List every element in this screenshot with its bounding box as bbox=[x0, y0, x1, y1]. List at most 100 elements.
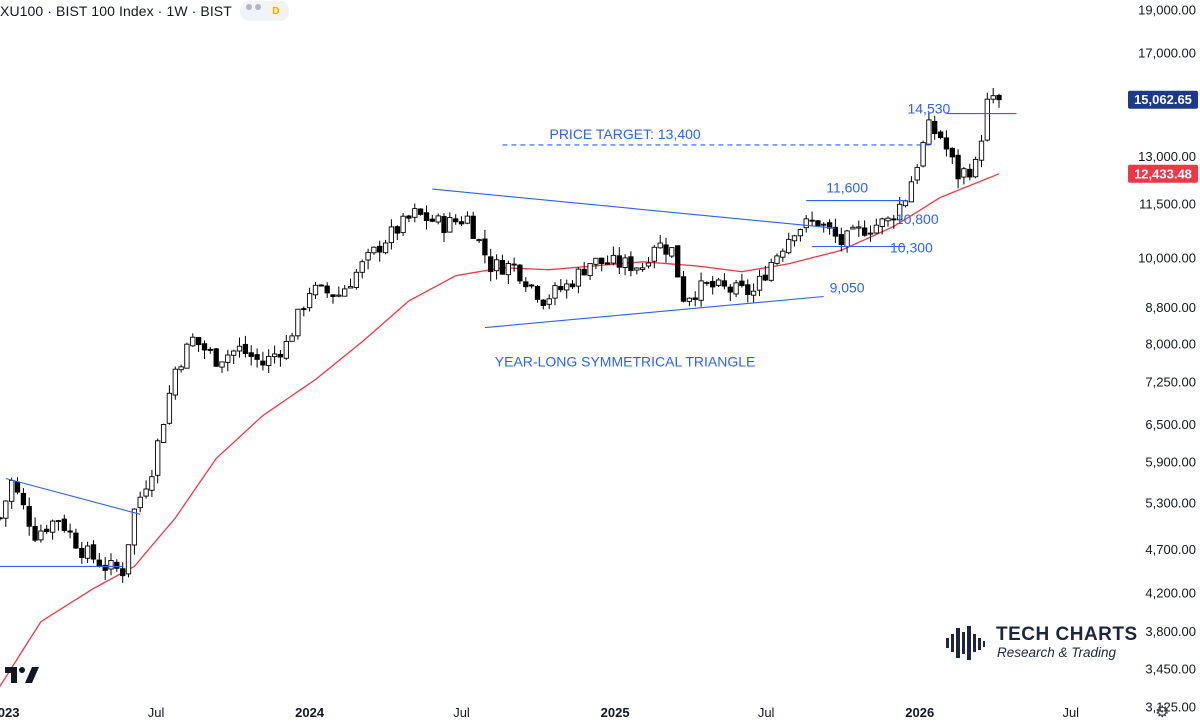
candle-body bbox=[762, 274, 768, 281]
tradingview-logo-icon[interactable] bbox=[5, 665, 39, 685]
y-tick-label: 19,000.00 bbox=[1138, 3, 1196, 18]
candle-body bbox=[488, 256, 494, 273]
candle-body bbox=[984, 98, 990, 141]
candle-body bbox=[704, 281, 710, 284]
candle-body bbox=[710, 280, 716, 288]
candle-body bbox=[727, 286, 733, 293]
candle-body bbox=[686, 297, 693, 302]
candle-body bbox=[195, 337, 202, 346]
candle-body bbox=[49, 520, 56, 533]
candle-body bbox=[780, 250, 786, 258]
symbol-title[interactable]: XU100 · BIST 100 Index · 1W · BIST bbox=[0, 3, 232, 19]
candle-body bbox=[219, 361, 225, 368]
ma-line bbox=[0, 173, 1000, 687]
chart-annotation: 9,050 bbox=[830, 280, 865, 296]
candle-body bbox=[523, 281, 529, 288]
candle-body bbox=[774, 255, 780, 264]
candle-body bbox=[593, 257, 599, 265]
candle-body bbox=[540, 299, 546, 306]
candle-body bbox=[231, 350, 237, 356]
candle-body bbox=[651, 246, 657, 262]
candle-body bbox=[797, 229, 804, 237]
candle-body bbox=[844, 230, 850, 247]
candle-body bbox=[569, 283, 576, 288]
candle-body bbox=[897, 203, 903, 221]
candle-body bbox=[867, 232, 874, 235]
settings-gear-icon[interactable]: ⚙ bbox=[1155, 704, 1170, 721]
candle-body bbox=[55, 520, 62, 523]
candle-body bbox=[564, 283, 570, 291]
candle-body bbox=[312, 284, 319, 296]
candle-body bbox=[225, 354, 231, 363]
candle-body bbox=[178, 366, 184, 371]
candle-body bbox=[937, 131, 944, 139]
candle-body bbox=[745, 284, 751, 295]
candle-body bbox=[143, 488, 149, 497]
candle-body bbox=[330, 294, 336, 297]
candle-body bbox=[324, 285, 330, 294]
status-dots[interactable]: D bbox=[239, 1, 289, 21]
candle-body bbox=[289, 335, 295, 342]
candle-body bbox=[108, 560, 114, 570]
candle-body bbox=[458, 221, 465, 225]
candle-body bbox=[634, 267, 640, 271]
y-tick-label: 4,700.00 bbox=[1145, 542, 1196, 557]
candle-body bbox=[470, 215, 476, 239]
candle-body bbox=[861, 227, 868, 236]
trendline bbox=[432, 188, 836, 229]
candle-body bbox=[102, 564, 108, 571]
x-tick-label: Jul bbox=[453, 705, 470, 720]
candle-body bbox=[692, 297, 698, 300]
candle-body bbox=[61, 518, 67, 531]
y-tick-label: 3,125.00 bbox=[1145, 700, 1196, 715]
candle-body bbox=[826, 222, 833, 229]
candle-body bbox=[879, 218, 885, 227]
candle-body bbox=[149, 476, 155, 491]
candle-body bbox=[236, 345, 243, 352]
candle-body bbox=[803, 218, 809, 229]
y-axis[interactable]: 19,000.00 17,000.00 13,000.00 11,500.00 10,0… bbox=[1138, 3, 1196, 715]
tech-charts-logo-icon bbox=[946, 626, 985, 660]
brand-name: TECH CHARTS bbox=[996, 624, 1138, 645]
candle-body bbox=[96, 559, 102, 567]
candle-body bbox=[120, 568, 126, 577]
brand-tagline: Research & Trading bbox=[997, 645, 1117, 660]
candle-body bbox=[26, 506, 32, 527]
y-tick-label: 6,500.00 bbox=[1145, 417, 1196, 432]
candle-body bbox=[768, 261, 774, 281]
candle-body bbox=[856, 226, 862, 229]
last-price-label-bg bbox=[1128, 90, 1198, 109]
status-dot bbox=[254, 4, 261, 10]
candle-body bbox=[914, 166, 920, 181]
brand-watermark: TECH CHARTS Research & Trading bbox=[944, 624, 1138, 662]
delayed-badge[interactable]: D bbox=[268, 4, 283, 18]
candle-body bbox=[242, 343, 249, 354]
candle-body bbox=[382, 242, 389, 254]
candle-body bbox=[476, 239, 482, 242]
candle-body bbox=[721, 280, 728, 287]
y-tick-label: 5,900.00 bbox=[1145, 454, 1196, 469]
candle-body bbox=[0, 517, 3, 520]
y-tick-label: 8,000.00 bbox=[1145, 337, 1196, 352]
candle-body bbox=[908, 181, 915, 203]
candle-body bbox=[756, 275, 763, 291]
candle-body bbox=[207, 348, 213, 351]
moving-average bbox=[0, 173, 1000, 687]
candle-body bbox=[552, 285, 558, 299]
candle-body bbox=[546, 298, 552, 305]
candle-body bbox=[920, 142, 926, 167]
candle-body bbox=[949, 147, 955, 158]
candle-body bbox=[575, 268, 582, 287]
candle-body bbox=[342, 288, 348, 297]
candle-body bbox=[657, 242, 663, 249]
trendlines bbox=[0, 113, 1017, 567]
candle-body bbox=[663, 244, 669, 255]
y-tick-label: 10,000.00 bbox=[1138, 250, 1196, 265]
candle-body bbox=[996, 94, 1002, 101]
candle-body bbox=[406, 215, 412, 219]
candle-body bbox=[125, 544, 132, 575]
candle-body bbox=[581, 268, 587, 276]
candle-body bbox=[809, 219, 815, 222]
candle-body bbox=[447, 217, 453, 233]
